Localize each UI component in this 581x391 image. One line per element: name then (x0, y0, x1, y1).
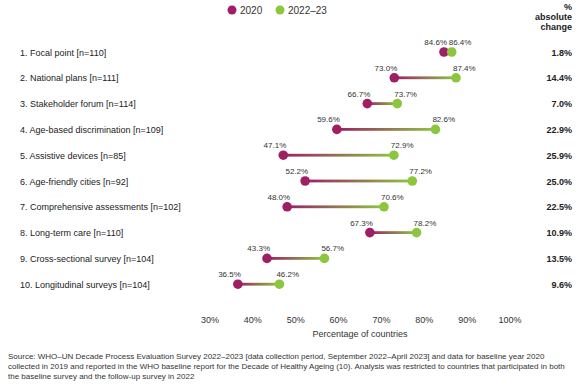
point-first (332, 125, 342, 135)
data-label: 84.6% (424, 38, 447, 47)
data-label: 43.3% (247, 244, 270, 253)
data-label: 36.5% (218, 270, 241, 279)
data-label: 73.0% (375, 64, 398, 73)
change-value: 22.5% (546, 202, 572, 212)
category-label: 3. Stakeholder forum [n=114] (20, 99, 136, 109)
category-label: 2. National plans [n=111] (20, 73, 119, 83)
change-value: 22.9% (546, 125, 572, 135)
change-value: 9.6% (551, 280, 572, 290)
category-label: 4. Age-based discrimination [n=109] (20, 125, 163, 135)
axis-label: Percentage of countries (312, 329, 408, 339)
tick-label: 70% (372, 315, 390, 325)
change-value: 13.5% (546, 254, 572, 264)
legend-item: 2022–23 (276, 5, 328, 16)
connector (283, 154, 394, 157)
point-first (233, 279, 243, 289)
change-value: 25.0% (546, 177, 572, 187)
category-label: 6. Age-friendly cities [n=92] (20, 177, 128, 187)
data-label: 66.7% (348, 90, 371, 99)
change-value: 10.9% (546, 228, 572, 238)
data-label: 56.7% (321, 244, 344, 253)
data-label: 77.2% (409, 167, 432, 176)
category-label: 9. Cross-sectional survey [n=104] (20, 254, 154, 264)
category-label: 10. Longitudinal surveys [n=104] (20, 280, 150, 290)
data-label: 72.9% (391, 141, 414, 150)
category-label: 5. Assistive devices [n=85] (20, 151, 126, 161)
legend-marker (228, 6, 237, 15)
data-label: 86.4% (449, 38, 472, 47)
tick-label: 90% (458, 315, 476, 325)
change-value: 14.4% (546, 73, 572, 83)
change-value: 25.9% (546, 151, 572, 161)
data-label: 87.4% (453, 64, 476, 73)
legend-marker (276, 6, 285, 15)
tick-label: 80% (415, 315, 433, 325)
point-second (320, 254, 330, 264)
category-label: 8. Long-term care [n=110] (20, 228, 123, 238)
connector (370, 231, 417, 234)
data-label: 70.6% (381, 193, 404, 202)
data-label: 73.7% (394, 90, 417, 99)
change-value: 1.8% (551, 48, 572, 58)
tick-label: 50% (287, 315, 305, 325)
point-second (389, 150, 399, 160)
connector (287, 205, 384, 208)
plot-marks (233, 47, 461, 289)
point-second (451, 73, 461, 83)
data-label: 59.6% (317, 115, 340, 124)
chart: 2020 2022–23 %absolutechange 1. Focal point… (0, 0, 581, 350)
point-second (407, 176, 417, 186)
tick-label: 60% (330, 315, 348, 325)
legend-label: 2022–23 (288, 5, 327, 16)
point-second (412, 228, 422, 238)
connector (337, 128, 436, 131)
change-value: 7.0% (551, 99, 572, 109)
legend-label: 2020 (240, 5, 263, 16)
point-first (282, 202, 292, 212)
category-label: 1. Focal point [n=110] (20, 48, 106, 58)
connector (267, 257, 324, 260)
connector (305, 180, 412, 183)
point-second (431, 125, 441, 135)
data-label: 67.3% (350, 219, 373, 228)
point-first (300, 176, 310, 186)
point-second (379, 202, 389, 212)
point-first (362, 99, 372, 109)
point-second (447, 47, 457, 57)
column-header: %absolutechange (535, 2, 572, 32)
category-label: 7. Comprehensive assessments [n=102] (20, 202, 181, 212)
data-label: 46.2% (276, 270, 299, 279)
point-first (389, 73, 399, 83)
point-first (365, 228, 375, 238)
point-first (278, 150, 288, 160)
data-label: 52.2% (285, 167, 308, 176)
point-second (392, 99, 402, 109)
connector (238, 283, 280, 286)
source-note: Source: WHO–UN Decade Process Evaluation… (8, 352, 574, 382)
connector (394, 76, 456, 79)
data-label: 47.1% (264, 141, 287, 150)
tick-label: 30% (201, 315, 219, 325)
point-second (275, 279, 285, 289)
tick-label: 40% (244, 315, 262, 325)
point-first (262, 254, 272, 264)
legend-item: 2020 (228, 5, 263, 16)
data-label: 78.2% (414, 219, 437, 228)
tick-label: 100% (498, 315, 521, 325)
data-label: 82.6% (432, 115, 455, 124)
data-label: 48.0% (267, 193, 290, 202)
